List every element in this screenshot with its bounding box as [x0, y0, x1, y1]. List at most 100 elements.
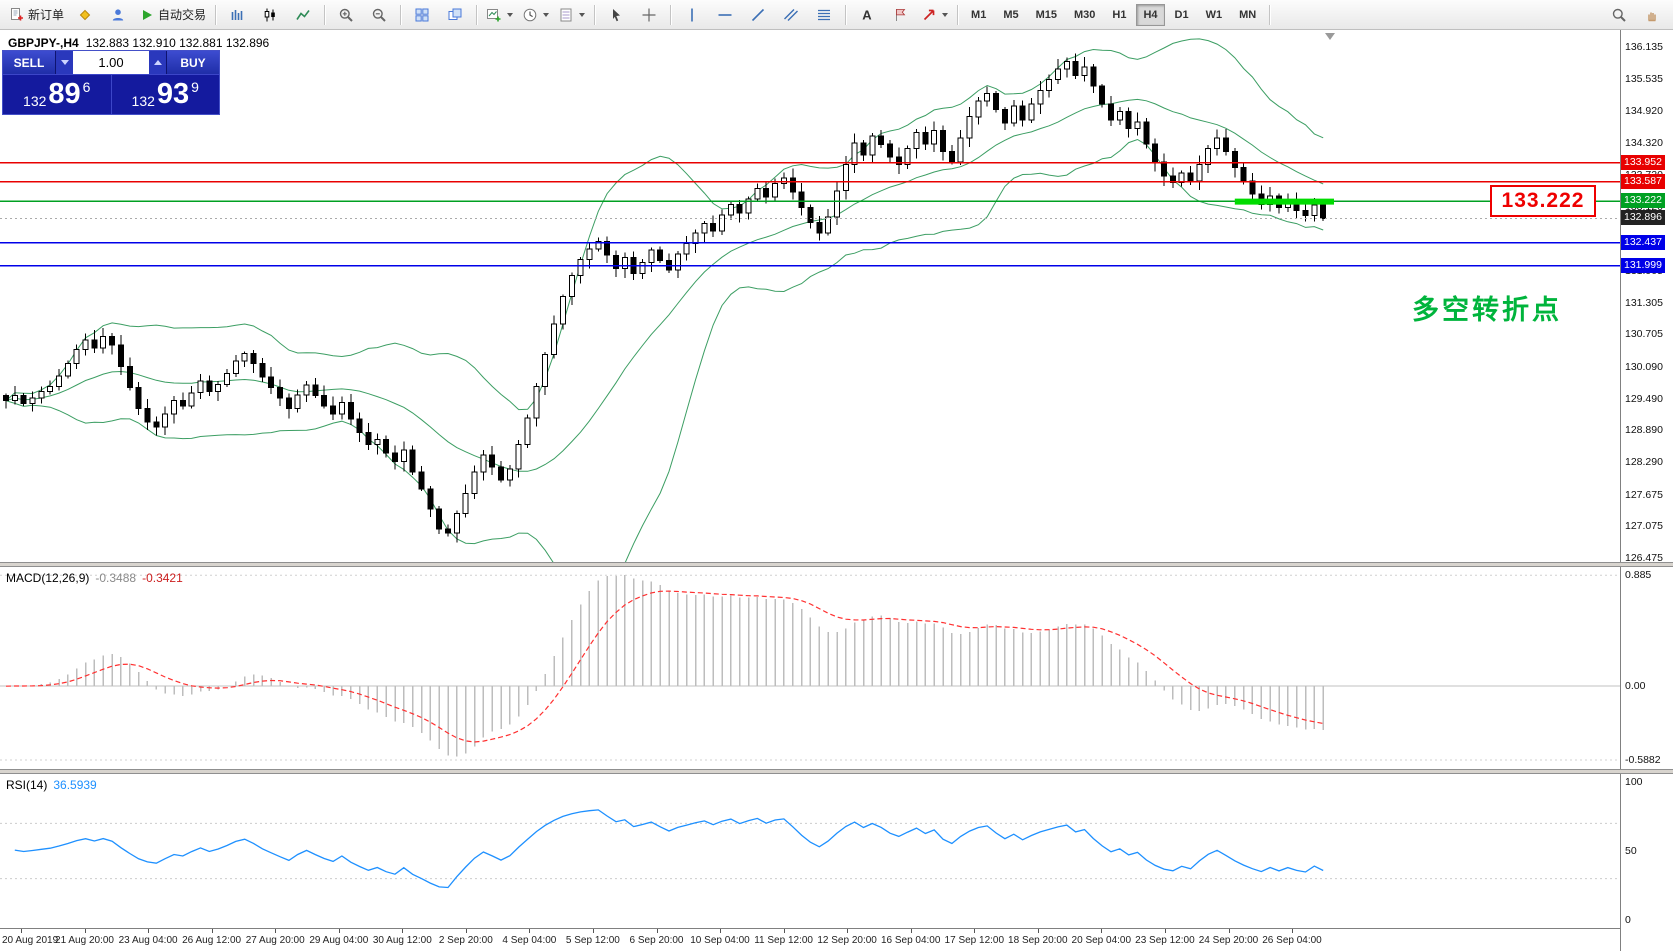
- toolbar-vertical-line-button[interactable]: [676, 2, 708, 28]
- toolbar-template-button[interactable]: [554, 2, 589, 28]
- macd-plot[interactable]: [0, 567, 1620, 769]
- new-order-icon: [11, 7, 23, 20]
- buy-button[interactable]: BUY: [166, 51, 219, 74]
- quote-prices-row: 132 89 6 132 93 9: [3, 75, 219, 114]
- candles: [3, 53, 1327, 543]
- timeframe-h4-button[interactable]: H4: [1136, 3, 1165, 26]
- toolbar-zoom-out-button[interactable]: [363, 2, 395, 28]
- axis-tag-133.587[interactable]: 133.587: [1621, 173, 1665, 189]
- axis-tag-131.999[interactable]: 131.999: [1621, 257, 1665, 273]
- toolbar-clock-button[interactable]: [518, 2, 553, 28]
- chinese-annotation[interactable]: 多空转折点: [1412, 295, 1562, 325]
- toolbar-profile-button[interactable]: [102, 2, 134, 28]
- sell-price-prefix: 132: [23, 93, 47, 109]
- time-axis-tick: [720, 929, 721, 933]
- toolbar-chart-plus-button[interactable]: [482, 2, 517, 28]
- toolbar-fibonacci-button[interactable]: [808, 2, 840, 28]
- toolbar-line-chart-button[interactable]: [287, 2, 319, 28]
- toolbar-arrows-button[interactable]: [917, 2, 952, 28]
- line-chart-icon: [296, 9, 310, 20]
- toolbar: 新订单 自动交易 A M1 M5 M15 M30 H1 H4 D1 W1 MN: [0, 0, 1673, 30]
- timeframe-m5-button[interactable]: M5: [1003, 8, 1019, 21]
- timeframe-m30-button[interactable]: M30: [1074, 8, 1096, 21]
- toolbar-hand-button[interactable]: [1636, 2, 1668, 28]
- price-axis-label: 135.535: [1625, 72, 1663, 85]
- timeframe-mn-button[interactable]: MN: [1239, 8, 1257, 21]
- macd-axis-label: 0.00: [1625, 680, 1646, 693]
- axis-tag-133.222[interactable]: 133.222: [1621, 193, 1665, 209]
- toolbar-search-button[interactable]: [1603, 2, 1635, 28]
- toolbar-channel-button[interactable]: [775, 2, 807, 28]
- rsi-panel[interactable]: RSI(14) 36.5939: [0, 774, 1620, 928]
- time-axis-label: 2 Sep 20:00: [438, 935, 493, 946]
- horizontal-line-icon: [718, 13, 732, 16]
- macd-signal-line: [5, 590, 1324, 743]
- timeframe-w1-button[interactable]: W1: [1205, 8, 1223, 21]
- rsi-plot[interactable]: [0, 774, 1620, 928]
- panel-splitter[interactable]: [0, 769, 1673, 774]
- volume-input[interactable]: [73, 51, 149, 74]
- timeframe-m1-button[interactable]: M1: [971, 8, 987, 21]
- timeframe-d1-button[interactable]: D1: [1174, 8, 1189, 21]
- toolbar-text-label-button[interactable]: [884, 2, 916, 28]
- timeframe-m15-button[interactable]: M15: [1035, 8, 1057, 21]
- sell-price[interactable]: 132 89 6: [3, 75, 112, 114]
- sell-button[interactable]: SELL: [3, 51, 56, 74]
- volume-up-button[interactable]: [149, 51, 166, 74]
- sell-price-big: 89: [48, 78, 81, 110]
- bollinger-upper-band: [5, 38, 1324, 411]
- rsi-axis-label: 100: [1625, 776, 1643, 788]
- toolbar-candlestick-button[interactable]: [254, 2, 286, 28]
- macd-histogram: [14, 575, 1324, 757]
- time-scale[interactable]: 20 Aug 2019 21 Aug 20:00 23 Aug 04:00 26 Au…: [0, 928, 1673, 951]
- price-callout-box[interactable]: 133.222: [1490, 185, 1596, 218]
- price-scale[interactable]: 136.135135.535134.920134.320133.720133.1…: [1620, 30, 1673, 951]
- toolbar-tile-windows-button[interactable]: [406, 2, 438, 28]
- cursor-icon: [613, 8, 621, 21]
- toolbar-separator: [957, 4, 959, 25]
- timeframe-h1-button[interactable]: H1: [1112, 8, 1127, 21]
- time-axis-label: 6 Sep 20:00: [629, 935, 684, 946]
- dropdown-caret-icon: [507, 12, 514, 17]
- toolbar-yellow-diamond-button[interactable]: [69, 2, 101, 28]
- price-axis-label: 136.135: [1625, 41, 1663, 54]
- toolbar-autotrade-play-button[interactable]: 自动交易: [135, 2, 210, 28]
- toolbar-trendline-button[interactable]: [742, 2, 774, 28]
- clock-icon: [523, 8, 537, 21]
- macd-main-value: -0.3488: [95, 571, 137, 585]
- time-axis-tick: [1164, 929, 1166, 933]
- toolbar-text-a-button[interactable]: A: [851, 2, 883, 28]
- dropdown-caret-icon: [543, 12, 550, 17]
- time-axis-label: 29 Aug 04:00: [309, 935, 369, 946]
- toolbar-cascade-windows-button[interactable]: [439, 2, 471, 28]
- toolbar-cursor-button[interactable]: [600, 2, 632, 28]
- ohlc-values: 132.883 132.910 132.881 132.896: [85, 36, 270, 50]
- cascade-windows-icon: [448, 8, 462, 20]
- toolbar-bar-chart-button[interactable]: [221, 2, 253, 28]
- trade-controls-row: SELL BUY: [3, 51, 219, 75]
- symbol-ohlc-line: GBPJPY-,H4 132.883 132.910 132.881 132.8…: [8, 36, 269, 50]
- macd-label-row: MACD(12,26,9) -0.3488 -0.3421: [6, 571, 183, 585]
- price-callout-text: 133.222: [1501, 189, 1585, 213]
- panel-splitter[interactable]: [0, 562, 1673, 567]
- axis-tag-current-price[interactable]: 132.896: [1621, 210, 1665, 226]
- main-chart-panel[interactable]: [0, 30, 1620, 562]
- price-plot[interactable]: [0, 30, 1620, 562]
- buy-price[interactable]: 132 93 9: [112, 75, 220, 114]
- toolbar-crosshair-button[interactable]: [633, 2, 665, 28]
- toolbar-separator: [400, 4, 402, 25]
- text-a-icon: A: [862, 7, 872, 22]
- toolbar-horizontal-line-button[interactable]: [709, 2, 741, 28]
- price-axis-label: 130.705: [1625, 328, 1663, 341]
- macd-panel[interactable]: MACD(12,26,9) -0.3488 -0.3421: [0, 567, 1620, 769]
- time-axis-label: 26 Aug 12:00: [182, 935, 242, 946]
- axis-tag-133.952[interactable]: 133.952: [1621, 154, 1665, 170]
- volume-down-button[interactable]: [56, 51, 73, 74]
- toolbar-zoom-in-button[interactable]: [330, 2, 362, 28]
- time-axis-label: 30 Aug 12:00: [372, 935, 432, 946]
- axis-tag-132.437[interactable]: 132.437: [1621, 234, 1665, 250]
- toolbar-new-order-button[interactable]: 新订单: [5, 2, 68, 28]
- price-axis-label: 127.075: [1625, 520, 1663, 533]
- rsi-line: [14, 809, 1324, 889]
- chart-shift-marker-icon[interactable]: [1325, 33, 1335, 40]
